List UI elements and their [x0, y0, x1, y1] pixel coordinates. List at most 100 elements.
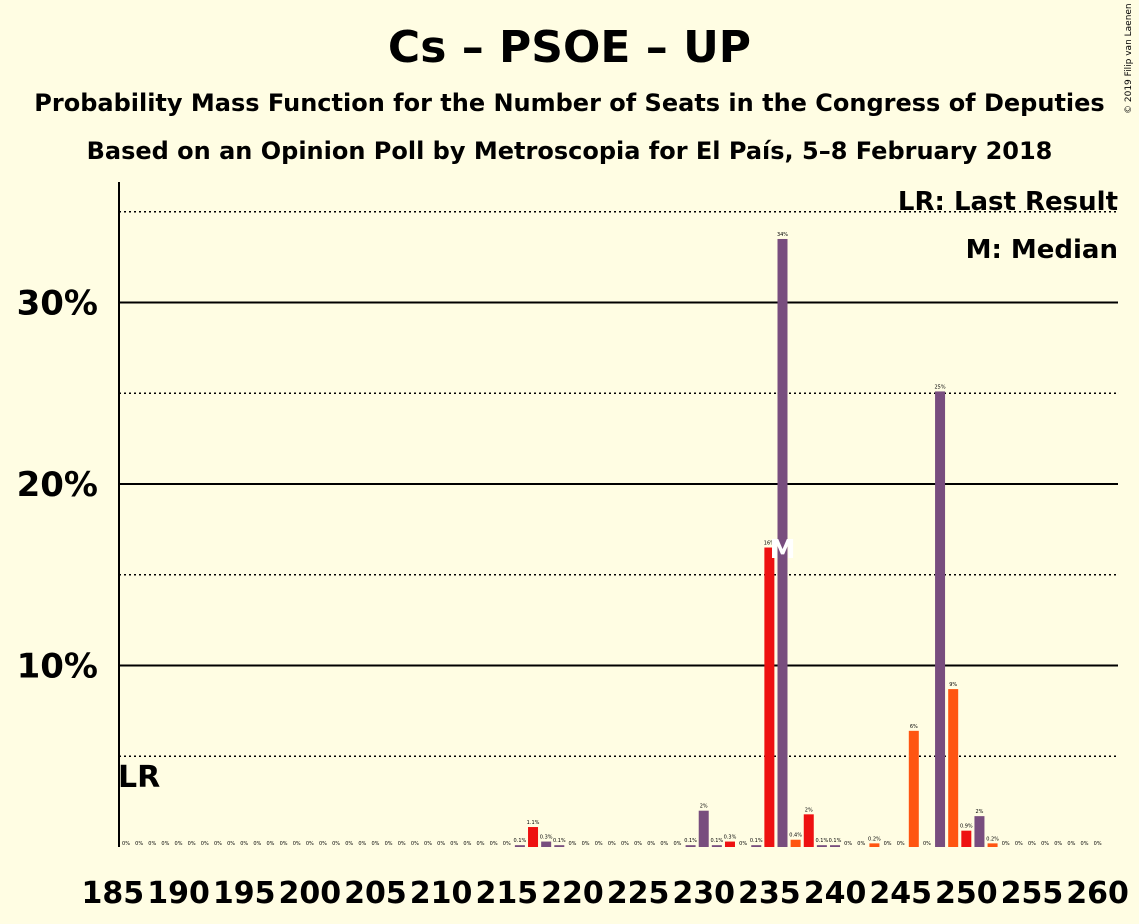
- bar-label-seat-193: 0%: [214, 841, 222, 847]
- bar-seat-217: [528, 827, 539, 847]
- bar-seat-240: [830, 845, 841, 847]
- x-tick-label: 220: [541, 876, 604, 911]
- bar-label-seat-191: 0%: [188, 841, 196, 847]
- bar-label-seat-243: 0.2%: [868, 836, 881, 842]
- x-tick-label: 215: [475, 876, 538, 911]
- bar-label-seat-228: 0%: [673, 841, 681, 847]
- bar-label-seat-188: 0%: [148, 841, 156, 847]
- bar-label-seat-195: 0%: [240, 841, 248, 847]
- bar-label-seat-215: 0%: [503, 841, 511, 847]
- bar-label-seat-218: 0.3%: [540, 835, 553, 841]
- bar-label-seat-256: 0%: [1041, 841, 1049, 847]
- bar-label-seat-206: 0%: [385, 841, 393, 847]
- bar-label-seat-239: 0.1%: [816, 838, 829, 844]
- bar-label-seat-198: 0%: [280, 841, 288, 847]
- bar-seat-235: [764, 547, 775, 847]
- bar-label-seat-209: 0%: [424, 841, 432, 847]
- bar-label-seat-242: 0%: [857, 841, 865, 847]
- bar-label-seat-212: 0%: [463, 841, 471, 847]
- bar-seat-216: [514, 845, 525, 847]
- bar-label-seat-224: 0%: [621, 841, 629, 847]
- x-tick-label: 235: [738, 876, 801, 911]
- bar-label-seat-226: 0%: [647, 841, 655, 847]
- bar-label-seat-197: 0%: [266, 841, 274, 847]
- bar-label-seat-235: 16%: [764, 541, 775, 547]
- bar-label-seat-254: 0%: [1015, 841, 1023, 847]
- x-tick-label: 250: [935, 876, 998, 911]
- bar-label-seat-252: 0.2%: [986, 836, 999, 842]
- bar-label-seat-187: 0%: [135, 841, 143, 847]
- x-tick-label: 190: [147, 876, 210, 911]
- x-axis-ticks: 185 190 195 200 205 210 215 220 225 230 235 240 245 2…: [82, 876, 1129, 911]
- bar-seat-231: [711, 845, 722, 847]
- gridlines: [119, 211, 1118, 757]
- bar-label-seat-201: 0%: [319, 841, 327, 847]
- bar-label-seat-234: 0.1%: [750, 838, 763, 844]
- bar-seat-238: [803, 814, 814, 847]
- bar-label-seat-260: 0%: [1094, 841, 1102, 847]
- bar-label-seat-230: 2%: [700, 804, 708, 810]
- bar-seat-250: [961, 830, 972, 847]
- bar-label-seat-229: 0.1%: [684, 838, 697, 844]
- bar-label-seat-196: 0%: [253, 841, 261, 847]
- bar-label-seat-213: 0%: [477, 841, 485, 847]
- bar-label-seat-245: 0%: [897, 841, 905, 847]
- x-tick-label: 200: [279, 876, 342, 911]
- bar-label-seat-258: 0%: [1067, 841, 1075, 847]
- x-tick-label: 225: [607, 876, 670, 911]
- legend-median: M: Median: [966, 235, 1118, 265]
- bar-label-seat-186: 0%: [122, 841, 130, 847]
- bar-label-seat-250: 0.9%: [960, 824, 973, 830]
- bar-seat-243: [869, 843, 880, 847]
- bar-label-seat-259: 0%: [1081, 841, 1089, 847]
- x-tick-label: 195: [213, 876, 276, 911]
- chart-subtitle: Probability Mass Function for the Number…: [34, 89, 1105, 117]
- bar-seat-219: [554, 845, 565, 847]
- bar-label-seat-221: 0%: [582, 841, 590, 847]
- bar-label-seat-199: 0%: [293, 841, 301, 847]
- bar-seat-251: [974, 816, 985, 847]
- bar-label-seat-208: 0%: [411, 841, 419, 847]
- bar-label-seat-253: 0%: [1002, 841, 1010, 847]
- legend-last-result: LR: Last Result: [898, 187, 1118, 217]
- bar-series: [514, 238, 998, 848]
- bar-label-seat-210: 0%: [437, 841, 445, 847]
- x-tick-label: 205: [344, 876, 407, 911]
- bar-label-seat-236: 34%: [777, 232, 788, 238]
- bar-label-seat-233: 0%: [739, 841, 747, 847]
- bar-label-seat-246: 6%: [910, 724, 918, 730]
- bar-label-seat-238: 2%: [805, 807, 813, 813]
- bar-seat-218: [541, 841, 552, 847]
- x-tick-label: 185: [82, 876, 145, 911]
- x-tick-label: 230: [672, 876, 735, 911]
- y-axis-ticks: 10% 20% 30%: [17, 284, 98, 687]
- bar-label-seat-227: 0%: [660, 841, 668, 847]
- y-tick-label: 10%: [17, 647, 98, 687]
- bar-seat-229: [685, 845, 696, 847]
- bar-label-seat-216: 0.1%: [514, 838, 527, 844]
- bar-seat-249: [948, 689, 959, 847]
- bar-label-seat-192: 0%: [201, 841, 209, 847]
- bar-seat-232: [724, 841, 735, 847]
- bar-label-seat-248: 25%: [934, 384, 945, 390]
- bar-label-seat-251: 2%: [975, 809, 983, 815]
- bar-label-seat-231: 0.1%: [710, 838, 723, 844]
- bar-label-seat-194: 0%: [227, 841, 235, 847]
- x-tick-label: 245: [869, 876, 932, 911]
- bar-label-seat-223: 0%: [608, 841, 616, 847]
- bar-label-seat-240: 0.1%: [829, 838, 842, 844]
- bar-seat-230: [698, 810, 709, 847]
- x-tick-label: 255: [1001, 876, 1064, 911]
- bar-label-seat-214: 0%: [490, 841, 498, 847]
- bar-label-seat-220: 0%: [568, 841, 576, 847]
- bar-label-seat-204: 0%: [358, 841, 366, 847]
- chart-title: Cs – PSOE – UP: [387, 22, 752, 73]
- y-tick-label: 20%: [17, 465, 98, 505]
- bar-label-seat-247: 0%: [923, 841, 931, 847]
- bar-label-seat-200: 0%: [306, 841, 314, 847]
- x-tick-label: 240: [804, 876, 867, 911]
- bar-seat-237: [790, 839, 801, 847]
- chart-source-subtitle: Based on an Opinion Poll by Metroscopia …: [86, 137, 1053, 165]
- bar-label-seat-249: 9%: [949, 682, 957, 688]
- bar-label-seat-232: 0.3%: [724, 835, 737, 841]
